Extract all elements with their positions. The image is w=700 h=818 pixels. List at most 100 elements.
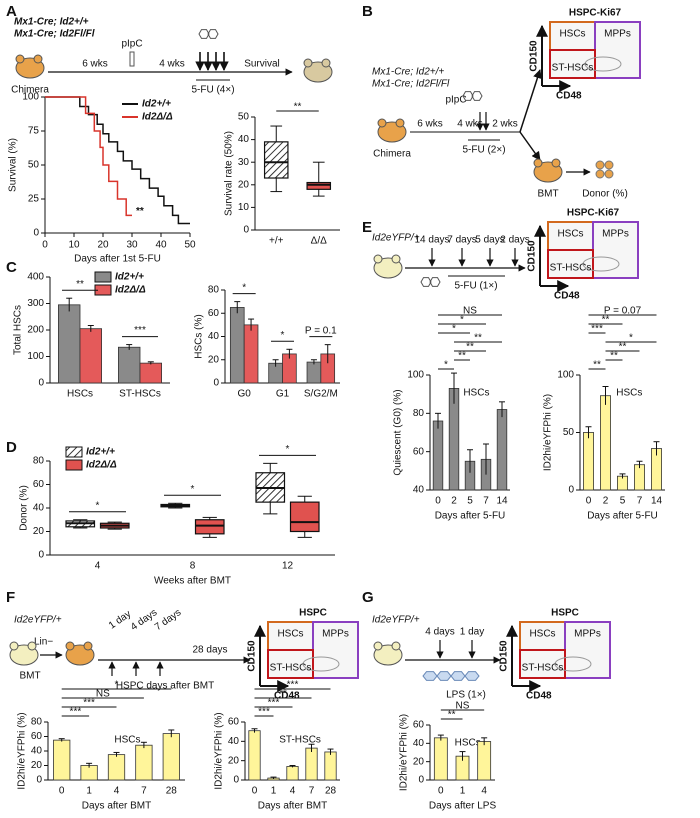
significance-label: *	[281, 330, 285, 341]
x-tick-label: 2	[451, 496, 457, 507]
x-tick-label: 2	[603, 496, 609, 507]
y-axis-label: Donor (%)	[19, 485, 30, 531]
label: ST-HSCs	[522, 663, 564, 674]
significance-label: NS	[96, 689, 110, 700]
significance-label: **	[294, 102, 302, 113]
dead-mouse-icon-ear	[303, 58, 313, 68]
label: 6 wks	[417, 119, 443, 130]
significance-label: **	[76, 279, 84, 290]
legend-swatch	[94, 271, 112, 283]
significance-label: ***	[268, 698, 280, 709]
y-tick-label: 30	[238, 157, 250, 168]
bar	[248, 730, 261, 781]
x-tick-label: 0	[435, 496, 441, 507]
label: CD48	[556, 91, 582, 102]
inner-label: HSCs	[616, 388, 642, 399]
y-tick-label: 50	[563, 427, 575, 438]
box	[306, 181, 332, 190]
y-tick-label: 60	[31, 731, 43, 742]
lps-icon	[450, 671, 466, 681]
y-axis-label: HSCs (%)	[194, 314, 205, 358]
annotation: **	[136, 206, 144, 217]
significance-label: **	[602, 315, 610, 326]
y-axis-label: Quiescent (G0) (%)	[393, 389, 404, 475]
lps-icon	[436, 671, 452, 681]
label: 4 days	[129, 607, 159, 633]
cell-icon	[604, 160, 614, 170]
x-tick-label: 20	[97, 240, 109, 251]
bar	[243, 324, 259, 384]
y-tick-label: 20	[413, 756, 425, 767]
significance-label: P = 0.1	[305, 325, 337, 336]
x-axis-label: Days after 5-FU	[435, 511, 506, 522]
significance-label: ***	[591, 324, 603, 335]
x-tick-label: 50	[184, 240, 196, 251]
label: 5-FU (4×)	[191, 85, 234, 96]
dead-mouse-icon-ear	[321, 58, 331, 68]
y-tick-label: 300	[27, 298, 44, 309]
x-tick-label: 4	[114, 786, 120, 797]
y-tick-label: 60	[33, 479, 45, 490]
y-tick-label: 40	[238, 134, 250, 145]
y-tick-label: 10	[238, 202, 250, 213]
gate	[549, 49, 596, 79]
mouse-icon-ear	[533, 158, 543, 168]
label: Id2eYFP/+	[372, 233, 420, 244]
significance-label: *	[286, 444, 290, 455]
x-axis-label: Days after LPS	[429, 801, 497, 812]
label: Mx1-Cre; Id2+/+	[14, 17, 89, 28]
y-axis-label: Survival rate (50%)	[224, 131, 235, 216]
x-tick-label: 14	[651, 496, 663, 507]
bar	[433, 737, 448, 781]
y-tick-label: 400	[27, 272, 44, 283]
x-tick-label: 30	[126, 240, 138, 251]
significance-label: *	[460, 315, 464, 326]
y-tick-label: 25	[28, 194, 40, 205]
legend-label: Id2Δ/Δ	[86, 460, 117, 471]
label: HSPC-Ki67	[567, 208, 620, 219]
x-tick-label: 1	[86, 786, 92, 797]
label: CD48	[274, 691, 300, 702]
x-tick-label: 4	[95, 561, 101, 572]
x-axis-label: Days after 5-FU	[587, 511, 658, 522]
significance-label: **	[610, 351, 618, 362]
y-tick-label: 40	[208, 331, 220, 342]
y-tick-label: 0	[36, 775, 42, 786]
label: 5-FU (2×)	[462, 145, 505, 156]
y-axis-label: ID2hi/eYFPhi (%)	[399, 714, 410, 791]
significance-label: NS	[463, 306, 477, 317]
y-axis-label: Survival (%)	[8, 138, 19, 192]
label: BMT	[537, 189, 558, 200]
mouse-icon-ear	[15, 54, 25, 64]
y-axis-label: ID2hi/eYFPhi (%)	[543, 394, 554, 471]
box	[289, 501, 320, 533]
cell-icon	[595, 160, 605, 170]
syringe-icon	[129, 51, 135, 67]
x-axis-label: Days after 1st 5-FU	[74, 254, 161, 265]
label: 14 days	[414, 235, 449, 246]
y-tick-label: 80	[31, 717, 43, 728]
x-tick-label: Δ/Δ	[311, 236, 327, 247]
y-axis-label: ID2hi/eYFPhi (%)	[214, 712, 225, 789]
flow-cloud	[554, 656, 592, 672]
mouse-icon-ear	[377, 118, 387, 128]
molecule-icon	[429, 277, 441, 287]
label: BMT	[19, 671, 40, 682]
significance-label: *	[452, 324, 456, 335]
label: 1 day	[460, 627, 484, 638]
label: Mx1-Cre; Id2Fl/Fl	[372, 79, 450, 90]
significance-label: NS	[456, 701, 470, 712]
box	[263, 141, 289, 179]
x-tick-label: 4	[290, 786, 296, 797]
mouse-icon-ear	[9, 641, 19, 651]
legend-label: Id2+/+	[86, 447, 115, 458]
mouse-icon-ear	[65, 641, 75, 651]
significance-label: *	[444, 360, 448, 371]
y-tick-label: 20	[208, 354, 220, 365]
mouse-icon-ear	[395, 118, 405, 128]
cell-icon	[604, 169, 614, 179]
label: ST-HSCs	[550, 263, 592, 274]
panel-letter: D	[6, 439, 17, 456]
gate	[547, 221, 594, 251]
